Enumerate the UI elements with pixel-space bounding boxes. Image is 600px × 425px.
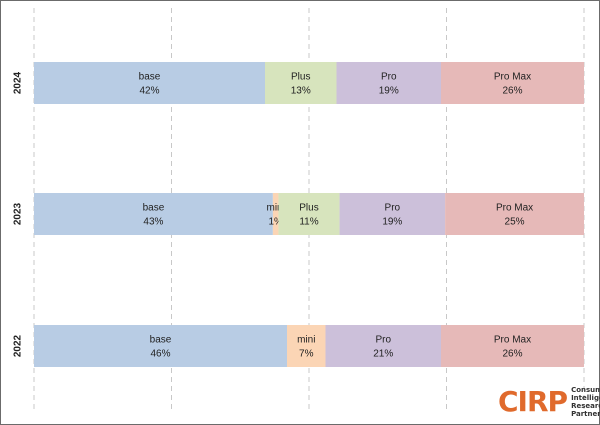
segment-name-label: mini [297, 335, 315, 346]
segment-value-label: 46% [150, 349, 170, 360]
bar-segment-mini [287, 325, 326, 367]
segment-value-label: 11% [299, 217, 318, 228]
segment-value-label: 42% [139, 86, 159, 97]
bar-segment-pro-max [441, 62, 584, 104]
logo-line: Consumer [571, 386, 600, 394]
bar-segment-pro-max [441, 325, 584, 367]
segment-name-label: Pro [385, 203, 401, 214]
logo-line: Research [571, 402, 600, 410]
segment-name-label: base [139, 72, 161, 83]
segment-name-label: Pro Max [496, 203, 533, 214]
segment-name-label: base [143, 203, 165, 214]
bar-segment-pro [336, 62, 441, 104]
logo-line: Intelligence [571, 394, 600, 402]
bar-segment-plus [265, 62, 337, 104]
bar-segment-base [34, 62, 265, 104]
bar-segment-pro-max [445, 193, 584, 235]
year-label: 2022 [13, 334, 24, 357]
segment-value-label: 7% [299, 349, 314, 360]
cirp-logo-text: Consumer Intelligence Research Partners,… [571, 386, 600, 418]
segment-name-label: mini [266, 203, 284, 214]
bar-segment-mini [272, 193, 279, 235]
segment-name-label: Pro [381, 72, 397, 83]
logo-line: Partners, LLC [571, 410, 600, 418]
cirp-logo-mark: CIRP [498, 385, 568, 418]
bar-segment-plus [278, 193, 340, 235]
bar-segment-base [34, 325, 287, 367]
segment-value-label: 19% [379, 86, 399, 97]
segment-name-label: Pro [375, 335, 391, 346]
segment-name-label: Pro Max [494, 72, 531, 83]
cirp-logo: CIRP Consumer Intelligence Research Part… [498, 382, 600, 422]
bar-segment-base [34, 193, 273, 235]
segment-name-label: Pro Max [494, 335, 531, 346]
segment-value-label: 13% [291, 86, 311, 97]
segment-value-label: 43% [143, 217, 163, 228]
segment-value-label: 26% [502, 349, 522, 360]
segment-name-label: base [150, 335, 172, 346]
bar-segment-pro [325, 325, 441, 367]
segment-value-label: 26% [502, 86, 522, 97]
segment-value-label: 1% [268, 217, 283, 228]
year-label: 2023 [13, 202, 24, 225]
segment-value-label: 19% [382, 217, 402, 228]
segment-name-label: Plus [299, 203, 318, 214]
bar-segment-pro [339, 193, 446, 235]
segment-value-label: 21% [373, 349, 393, 360]
year-label: 2024 [13, 71, 24, 94]
segment-value-label: 25% [505, 217, 525, 228]
segment-name-label: Plus [291, 72, 310, 83]
bars: 2024 base 42% Plus 13% Pro 19% Pro Max 26% 2023 ba… [13, 62, 584, 367]
